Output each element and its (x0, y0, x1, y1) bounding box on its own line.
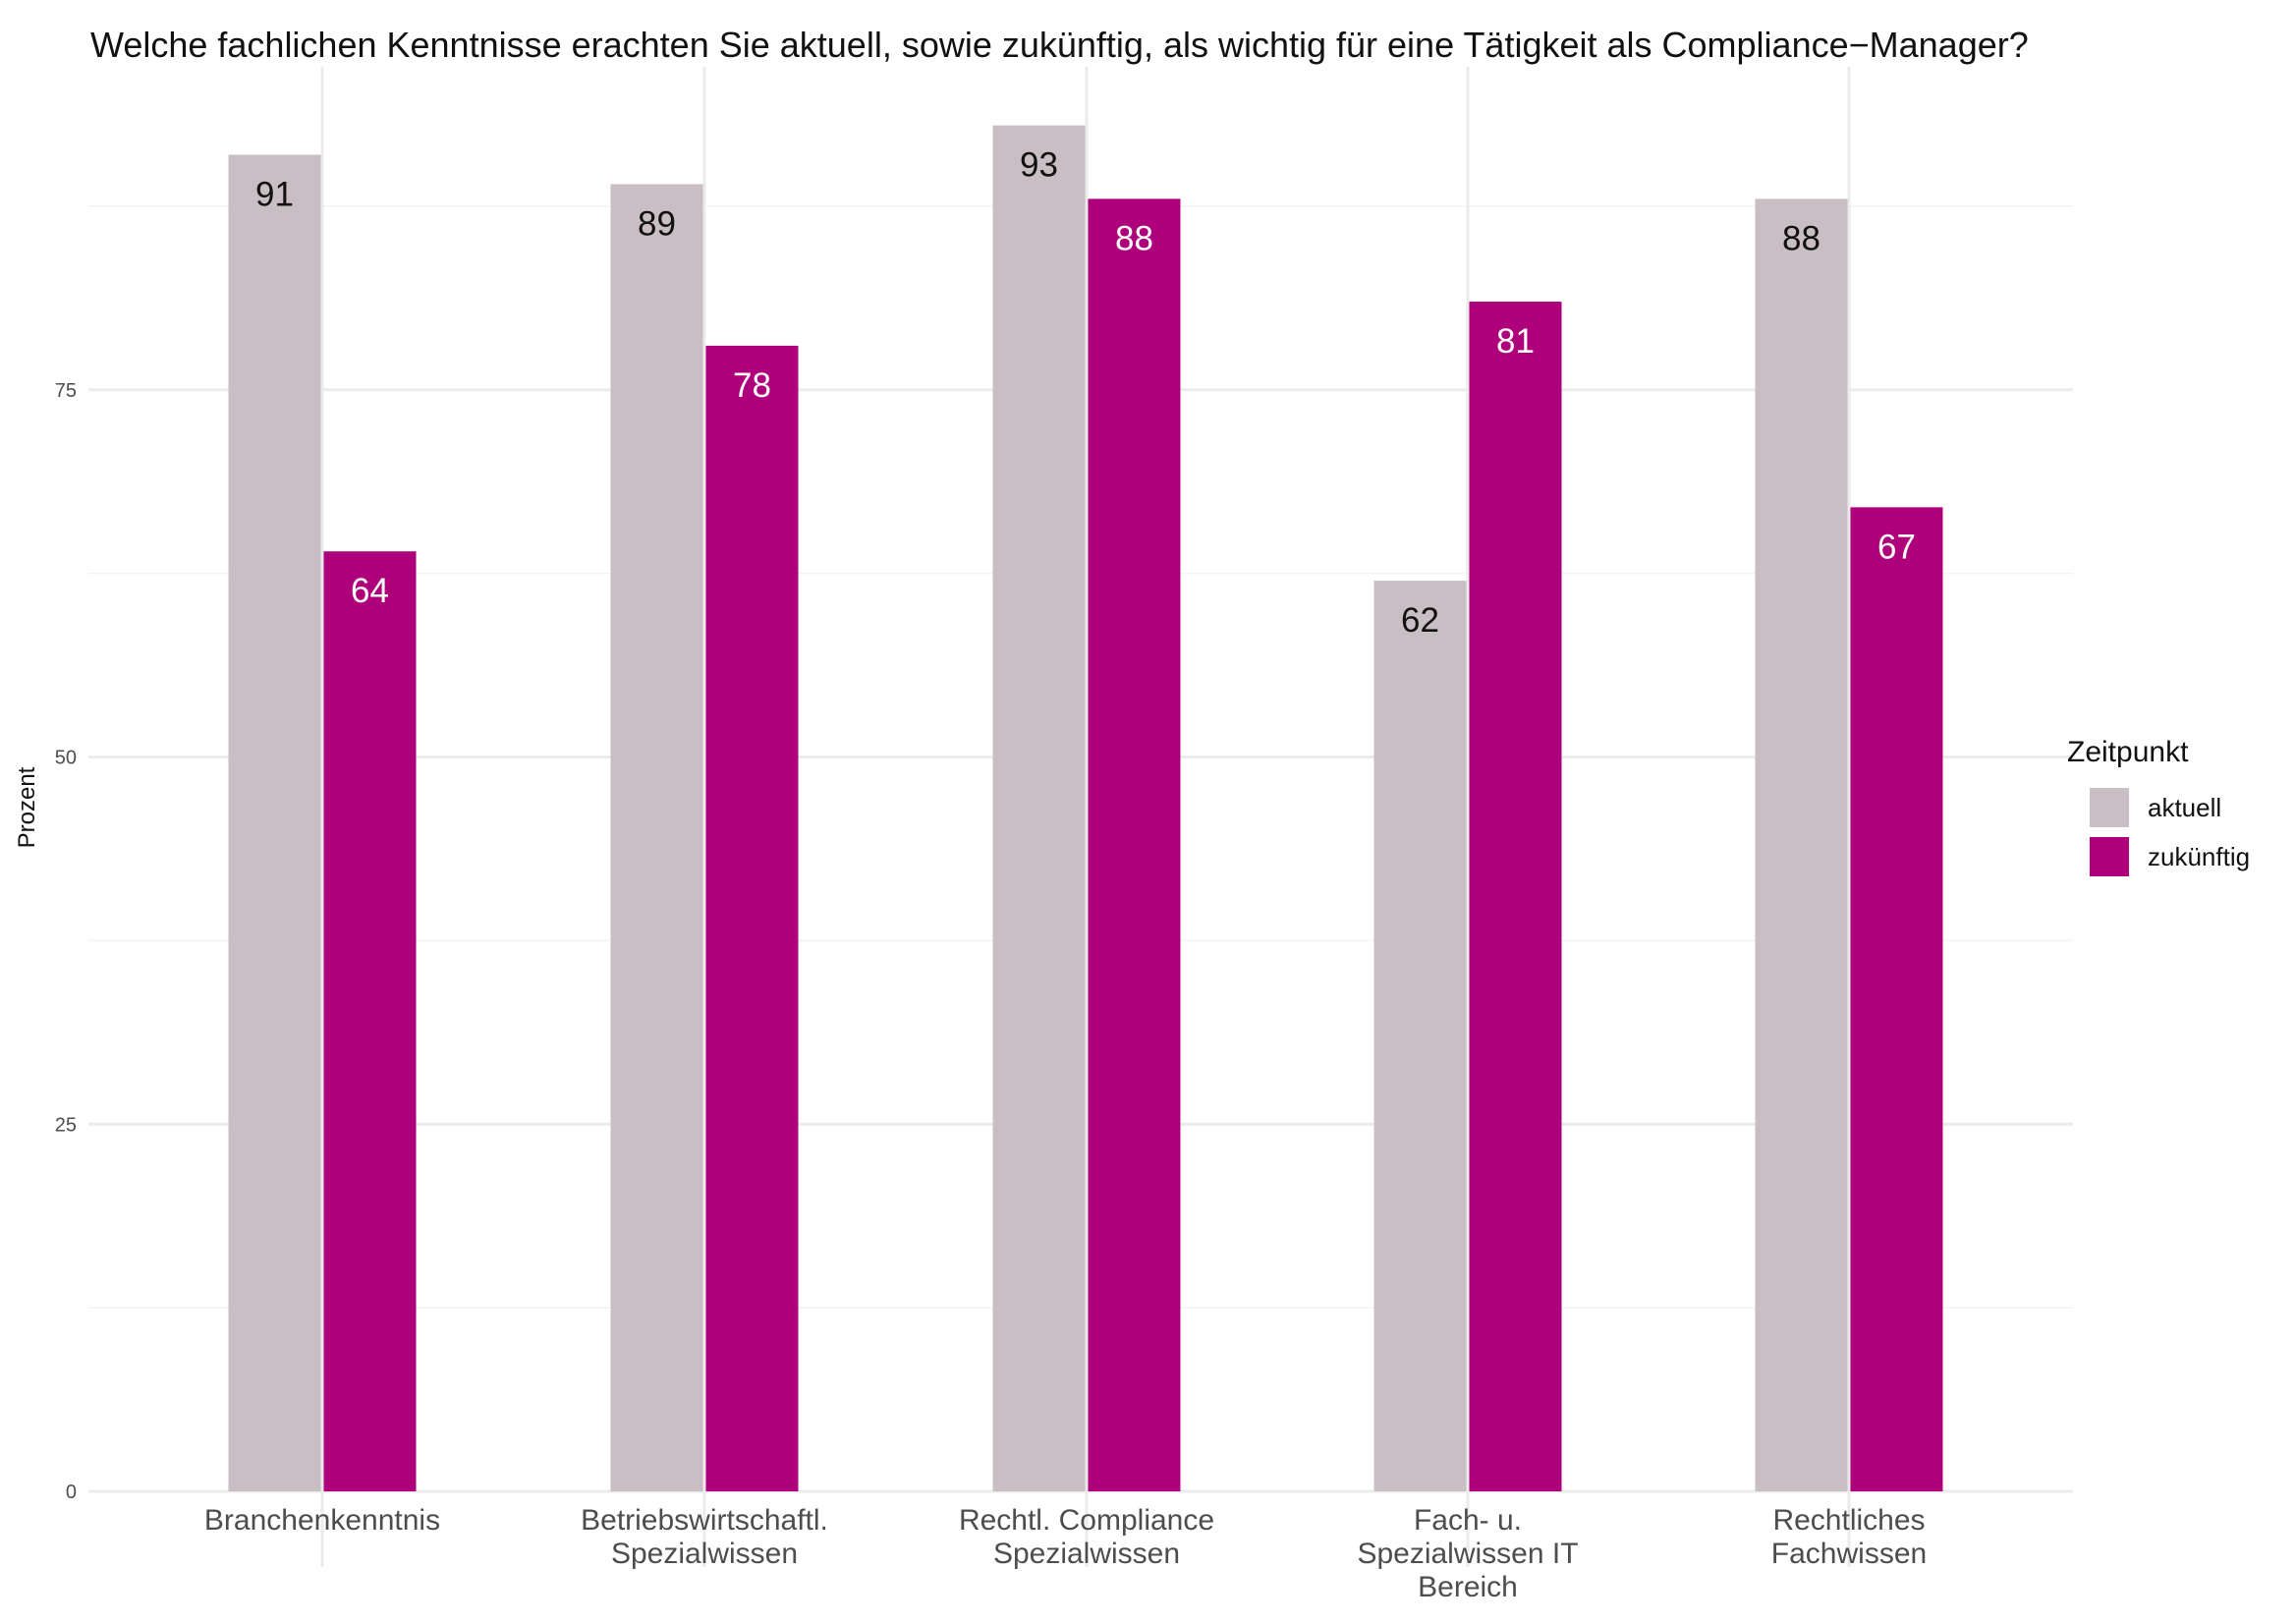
plot-panel: 91 89 93 62 88 64 78 88 81 67 (88, 67, 2073, 1567)
bars (228, 125, 1943, 1492)
chart-title: Welche fachlichen Kenntnisse erachten Si… (90, 25, 2029, 65)
bar-aktuell (228, 154, 321, 1491)
bar-zukünftig (1469, 302, 1562, 1491)
legend-title: Zeitpunkt (2067, 736, 2189, 768)
data-label: 89 (638, 204, 676, 243)
data-labels: 91 89 93 62 88 64 78 88 81 67 (255, 146, 1916, 640)
y-tick-label: 50 (55, 748, 77, 769)
y-axis-label: Prozent (14, 766, 40, 848)
y-axis-ticks: 0 25 50 75 (55, 380, 77, 1503)
bar-zukünftig (705, 345, 799, 1491)
bar-aktuell (1755, 198, 1848, 1491)
x-tick-label: Fach- u. Spezialwissen IT Bereich (1357, 1504, 1578, 1603)
x-tick-label: Rechtliches Fachwissen (1771, 1504, 1927, 1570)
bar-zukünftig (323, 551, 417, 1491)
legend-label: aktuell (2148, 793, 2221, 822)
x-tick-label: Branchenkenntnis (204, 1504, 440, 1537)
y-tick-label: 25 (55, 1114, 77, 1136)
y-tick-label: 0 (66, 1482, 77, 1503)
x-tick-label: Rechtl. Compliance Spezialwissen (959, 1504, 1214, 1570)
data-label: 62 (1401, 601, 1439, 640)
legend-key-zukünftig (2090, 837, 2129, 876)
bar-aktuell (992, 125, 1086, 1491)
bar-zukünftig (1088, 198, 1181, 1491)
data-label: 81 (1496, 322, 1535, 361)
bar-aktuell (1373, 581, 1467, 1491)
legend: Zeitpunkt aktuell zukünftig (2067, 736, 2250, 876)
x-tick-label: Betriebswirtschaftl. Spezialwissen (581, 1504, 828, 1570)
legend-label: zukünftig (2148, 842, 2250, 871)
bar-aktuell (610, 184, 703, 1492)
data-label: 64 (351, 572, 389, 610)
data-label: 91 (255, 176, 294, 214)
y-tick-label: 75 (55, 380, 77, 402)
legend-key-aktuell (2090, 788, 2129, 827)
data-label: 88 (1115, 219, 1153, 257)
bar-zukünftig (1850, 507, 1943, 1491)
data-label: 78 (733, 366, 771, 405)
data-label: 67 (1877, 528, 1916, 566)
data-label: 93 (1020, 146, 1058, 185)
x-axis-ticks: Branchenkenntnis Betriebswirtschaftl. Spez… (204, 1504, 1927, 1603)
data-label: 88 (1782, 219, 1820, 257)
